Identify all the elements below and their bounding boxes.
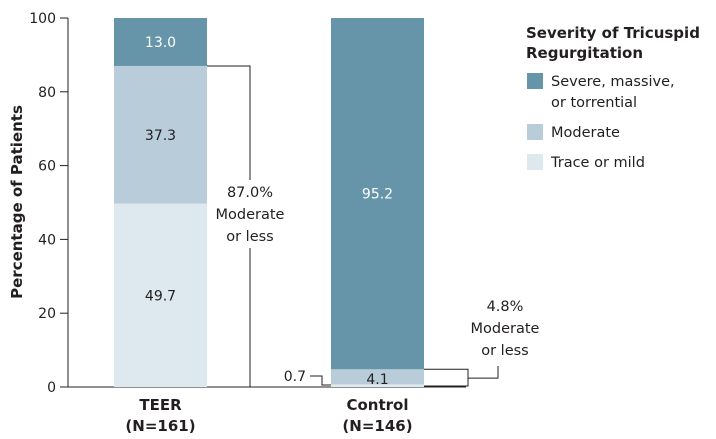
bar-value-label: 0.7 bbox=[284, 369, 306, 385]
annotations: 87.0% Moderate or less 4.8% Moderate or less bbox=[210, 180, 540, 359]
y-ticks: 0 20 40 60 80 100 bbox=[29, 11, 68, 396]
category-label: TEER bbox=[139, 396, 182, 414]
annotation-control-line: Moderate bbox=[471, 321, 540, 337]
y-tick-label: 20 bbox=[38, 306, 56, 322]
leader-line bbox=[310, 375, 331, 386]
category-n-label: (N=161) bbox=[125, 417, 195, 435]
legend-swatch bbox=[527, 124, 543, 140]
category-label: Control bbox=[346, 396, 408, 414]
bar-value-label: 49.7 bbox=[145, 288, 176, 304]
y-axis-title: Percentage of Patients bbox=[8, 105, 26, 299]
annotation-teer-line: 87.0% bbox=[227, 185, 273, 201]
bar-segment bbox=[114, 203, 207, 387]
legend-label: or torrential bbox=[551, 95, 637, 111]
bar-segment bbox=[114, 18, 207, 66]
annotation-teer-line: or less bbox=[226, 229, 274, 245]
bar-segment bbox=[114, 65, 207, 204]
bar-value-label: 95.2 bbox=[362, 187, 393, 203]
category-n-label: (N=146) bbox=[342, 417, 412, 435]
bar-value-label: 13.0 bbox=[145, 35, 176, 51]
bar-value-label: 37.3 bbox=[145, 128, 176, 144]
y-tick-label: 100 bbox=[29, 11, 56, 27]
bar-segment bbox=[331, 369, 424, 385]
bracket-control-leader bbox=[468, 366, 499, 379]
legend-title: Severity of Tricuspid bbox=[526, 24, 700, 42]
legend-swatch bbox=[527, 154, 543, 170]
legend-swatch bbox=[527, 73, 543, 89]
category-labels: TEER (N=161) Control (N=146) bbox=[125, 396, 412, 435]
bar-labels: 49.7 37.3 13.0 95.2 4.1 0.7 bbox=[145, 35, 393, 388]
legend-title: Regurgitation bbox=[526, 44, 643, 62]
y-tick-label: 0 bbox=[47, 380, 56, 396]
y-tick-label: 60 bbox=[38, 159, 56, 175]
y-tick-label: 40 bbox=[38, 232, 56, 248]
y-tick-label: 80 bbox=[38, 85, 56, 101]
bar-segment bbox=[331, 18, 424, 370]
annotation-control-line: 4.8% bbox=[487, 299, 524, 315]
bars bbox=[114, 18, 424, 387]
legend: Severity of Tricuspid Regurgitation Severe… bbox=[526, 24, 700, 171]
annotation-control-line: or less bbox=[481, 343, 529, 359]
annotation-bg bbox=[210, 180, 292, 248]
legend-label: Moderate bbox=[551, 125, 620, 141]
legend-label: Severe, massive, bbox=[551, 74, 675, 90]
legend-label: Trace or mild bbox=[550, 155, 645, 171]
annotation-teer-line: Moderate bbox=[216, 207, 285, 223]
bracket-control bbox=[424, 368, 469, 387]
bar-segment bbox=[331, 384, 424, 387]
bar-value-label: 4.1 bbox=[366, 372, 388, 388]
